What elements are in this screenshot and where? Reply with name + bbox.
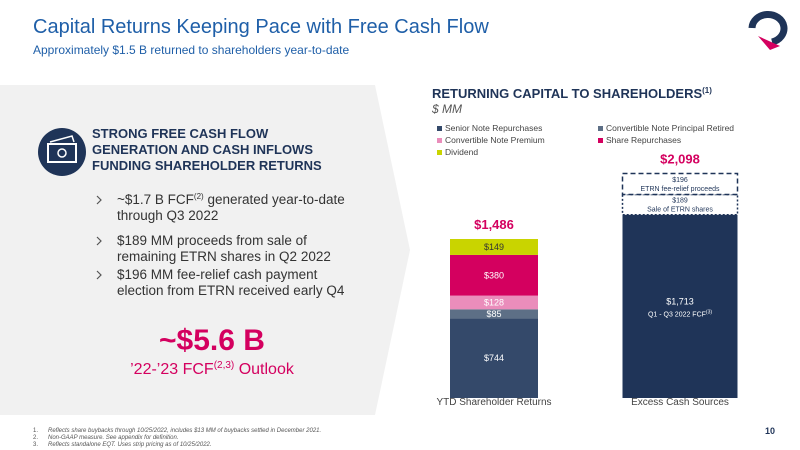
caption-sup: (3) <box>706 309 712 315</box>
bullet: election from ETRN received early Q4 <box>117 283 345 298</box>
legend-swatch <box>598 138 603 143</box>
footnote-num: 1. <box>33 428 38 434</box>
footnote-num: 2. <box>33 435 38 441</box>
bullet: remaining ETRN shares in Q2 2022 <box>117 249 331 264</box>
source-caption: Sale of ETRN shares <box>647 207 713 214</box>
logo <box>748 10 788 50</box>
bullet-text: generated year-to-date <box>204 192 345 207</box>
footnote-num: 3. <box>33 442 38 448</box>
icon <box>38 128 86 176</box>
value-label: $149 <box>484 242 504 252</box>
source-caption: Q1 - Q3 2022 FCF(3) <box>648 309 712 318</box>
bar-segment <box>450 254 538 296</box>
legend-swatch <box>437 138 442 143</box>
legend-label: Share Repurchases <box>606 135 681 145</box>
legend-swatch <box>598 126 603 131</box>
panel-heading: STRONG FREE CASH FLOW <box>92 126 269 141</box>
bar-segment <box>622 214 738 398</box>
bar-segment <box>450 238 538 255</box>
bar-segment <box>450 295 538 310</box>
legend-label: Dividend <box>445 147 478 157</box>
page-number: 10 <box>765 426 775 436</box>
value-label: $189 <box>672 198 688 205</box>
bullet: through Q3 2022 <box>117 208 218 223</box>
chart-subtitle: $ MM <box>431 102 462 116</box>
subtitle: Approximately $1.5 B returned to shareho… <box>33 43 349 57</box>
panel <box>0 85 410 415</box>
footnote: Reflects share buybacks through 10/25/20… <box>48 428 321 434</box>
panel-heading: GENERATION AND CASH INFLOWS <box>92 142 313 157</box>
bullet: $189 MM proceeds from sale of <box>117 233 307 248</box>
bullet: ~$1.7 B FCF(2) generated year-to-date <box>117 192 345 207</box>
legend-swatch <box>437 150 442 155</box>
source-caption: ETRN fee-relief proceeds <box>641 186 720 193</box>
highlight: ~$5.6 B <box>159 324 265 357</box>
chart-title-text: RETURNING CAPITAL TO SHAREHOLDERS <box>432 86 702 101</box>
panel-heading: FUNDING SHAREHOLDER RETURNS <box>92 158 322 173</box>
value-label: $744 <box>484 353 504 363</box>
legend-label: Senior Note Repurchases <box>445 123 542 133</box>
caption-text: Q1 - Q3 2022 FCF <box>648 311 706 318</box>
caption-text: Sale of ETRN shares <box>647 207 713 214</box>
total-label: $2,098 <box>660 152 700 167</box>
chart-title: RETURNING CAPITAL TO SHAREHOLDERS(1) <box>432 86 712 101</box>
value-label: $380 <box>484 270 504 280</box>
value-label: $196 <box>672 177 688 184</box>
bar-segment <box>450 318 538 398</box>
x-tick-label: YTD Shareholder Returns <box>436 397 551 408</box>
bar-segment <box>621 172 739 196</box>
outlook-text: Outlook <box>234 361 295 378</box>
title: Capital Returns Keeping Pace with Free C… <box>33 16 489 38</box>
chart-title-sup: (1) <box>702 86 712 95</box>
total-label: $1,486 <box>474 217 514 232</box>
footnote: Non-GAAP measure. See appendix for defin… <box>48 435 179 441</box>
outlook: ’22-’23 FCF(2,3) Outlook <box>130 360 295 378</box>
value-label: $1,713 <box>666 296 694 306</box>
legend-swatch <box>437 126 442 131</box>
legend-label: Convertible Note Principal Retired <box>606 123 734 133</box>
footnote: Reflects standalone EQT. Uses strip pric… <box>48 442 212 448</box>
value-label: $128 <box>484 297 504 307</box>
bullet: $196 MM fee-relief cash payment <box>117 267 318 282</box>
bullet-sup: (2) <box>194 192 204 201</box>
bullet-text: ~$1.7 B FCF <box>117 192 194 207</box>
value-label: $85 <box>486 309 501 319</box>
bullet-markers <box>96 195 102 280</box>
outlook-text: ’22-’23 FCF <box>130 361 214 378</box>
legend-label: Convertible Note Premium <box>445 135 545 145</box>
x-tick-label: Excess Cash Sources <box>631 397 729 408</box>
bar-segment <box>450 309 538 319</box>
outlook-sup: (2,3) <box>214 360 235 371</box>
caption-text: ETRN fee-relief proceeds <box>641 186 720 193</box>
